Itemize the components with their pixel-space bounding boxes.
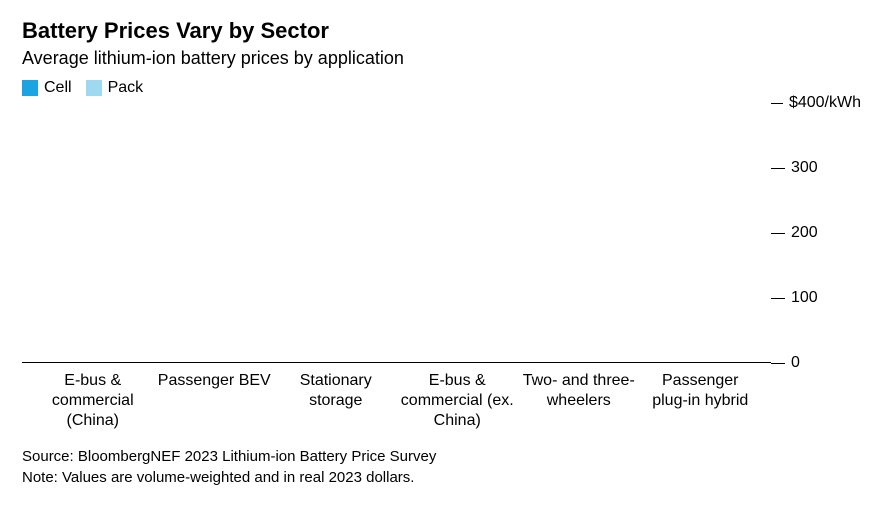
- legend-swatch-pack: [86, 80, 102, 96]
- plot-area: [22, 103, 771, 363]
- y-tick: 100: [771, 289, 861, 307]
- x-label: Passenger plug-in hybrid: [640, 371, 762, 431]
- y-tick: 200: [771, 224, 861, 242]
- y-axis: $400/kWh3002001000: [771, 103, 861, 363]
- y-tick: 300: [771, 159, 861, 177]
- note-line: Note: Values are volume-weighted and in …: [22, 468, 861, 488]
- y-tick-label: 100: [791, 289, 818, 307]
- chart-area: $400/kWh3002001000: [22, 103, 861, 363]
- legend: Cell Pack: [22, 79, 861, 97]
- bar-slot: [397, 103, 519, 362]
- bar-slot: [518, 103, 640, 362]
- chart-footer: Source: BloombergNEF 2023 Lithium-ion Ba…: [22, 447, 861, 488]
- bar-slot: [640, 103, 762, 362]
- source-line: Source: BloombergNEF 2023 Lithium-ion Ba…: [22, 447, 861, 467]
- x-label: E-bus & commercial (China): [32, 371, 154, 431]
- bar-slot: [154, 103, 276, 362]
- chart-title: Battery Prices Vary by Sector: [22, 18, 861, 44]
- x-label: Stationary storage: [275, 371, 397, 431]
- bars-group: [22, 103, 771, 362]
- y-tick: $400/kWh: [771, 94, 861, 112]
- legend-label-cell: Cell: [44, 79, 72, 97]
- y-tick-label: 200: [791, 224, 818, 242]
- legend-label-pack: Pack: [108, 79, 144, 97]
- legend-item-cell: Cell: [22, 79, 72, 97]
- legend-item-pack: Pack: [86, 79, 144, 97]
- bar-slot: [275, 103, 397, 362]
- x-label: Passenger BEV: [154, 371, 276, 431]
- y-tick-label: $400/kWh: [789, 94, 861, 112]
- y-tick-label: 0: [791, 354, 800, 372]
- x-axis-labels: E-bus & commercial (China)Passenger BEVS…: [22, 363, 771, 431]
- chart-container: Battery Prices Vary by Sector Average li…: [0, 0, 883, 517]
- bar-slot: [32, 103, 154, 362]
- y-tick-label: 300: [791, 159, 818, 177]
- y-tick: 0: [771, 354, 861, 372]
- x-label: E-bus & commercial (ex. China): [397, 371, 519, 431]
- x-label: Two- and three-wheelers: [518, 371, 640, 431]
- chart-subtitle: Average lithium-ion battery prices by ap…: [22, 48, 861, 69]
- legend-swatch-cell: [22, 80, 38, 96]
